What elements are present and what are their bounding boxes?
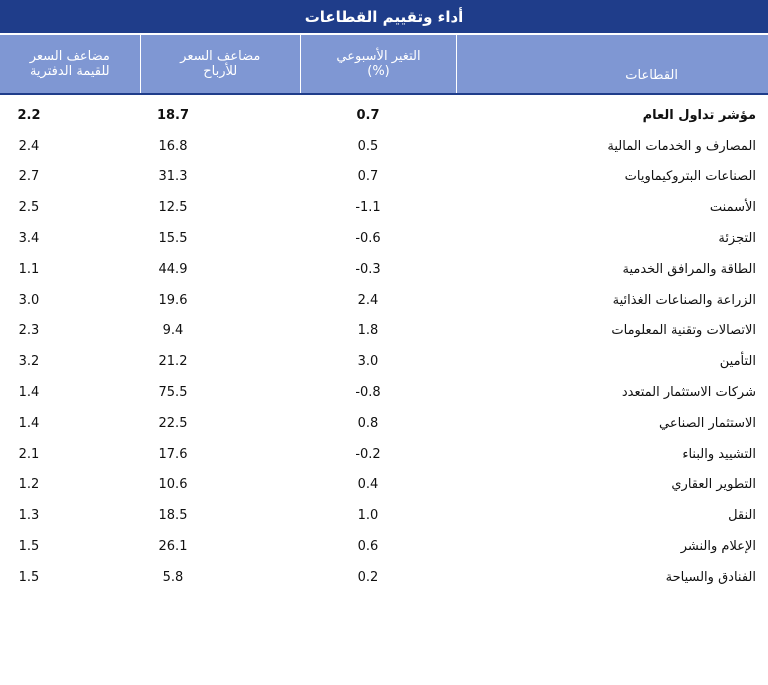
pe-ratio-cell: 10.6	[158, 477, 188, 493]
sector-cell: التطوير العقاري	[671, 477, 756, 493]
header-sector-label: القطاعات	[625, 68, 678, 83]
table-row: الإعلام والنشر 0.6 26.1 1.5	[0, 531, 768, 562]
weekly-change-cell: 0.2	[357, 569, 379, 585]
table-row: الاستثمار الصناعي 0.8 22.5 1.4	[0, 408, 768, 439]
weekly-change-cell: 1.8	[357, 323, 379, 339]
pe-ratio-cell: 18.7	[156, 107, 190, 123]
sector-cell: التشييد والبناء	[682, 446, 756, 462]
pb-ratio-cell: 2.5	[18, 200, 40, 216]
pb-ratio-cell: 2.4	[18, 138, 40, 154]
pb-ratio-cell: 1.4	[18, 385, 40, 401]
header-pe-ratio: مضاعف السعر للأرباح	[139, 35, 300, 93]
table-header-row: القطاعات التغير الأسبوعي (%) مضاعف السعر…	[0, 35, 768, 95]
header-weekly-line2: (%)	[367, 64, 390, 79]
pb-ratio-cell: 1.5	[18, 569, 40, 585]
sector-cell: المصارف و الخدمات المالية	[607, 138, 756, 154]
pe-ratio-cell: 12.5	[158, 200, 188, 216]
pe-ratio-cell: 15.5	[158, 231, 188, 247]
weekly-change-cell: 0.6	[357, 539, 379, 555]
pb-ratio-cell: 1.5	[18, 539, 40, 555]
pb-ratio-cell: 1.2	[18, 477, 40, 493]
sector-cell: النقل	[728, 508, 756, 524]
weekly-change-cell: 0.7	[356, 107, 380, 123]
table-title: أداء وتقييم القطاعات	[0, 0, 768, 35]
sector-cell: مؤشر تداول العام	[642, 107, 756, 123]
header-pe-line2: للأرباح	[203, 64, 238, 79]
sector-cell: شركات الاستثمار المتعدد	[621, 385, 756, 401]
sector-cell: الاتصالات وتقنية المعلومات	[611, 323, 756, 339]
header-weekly-change: التغير الأسبوعي (%)	[299, 35, 456, 93]
weekly-change-cell: 0.7	[357, 169, 379, 185]
table-row: النقل 1.0 18.5 1.3	[0, 500, 768, 531]
sector-cell: التأمين	[719, 354, 756, 370]
table-row: الزراعة والصناعات الغذائية 2.4 19.6 3.0	[0, 285, 768, 316]
pb-ratio-cell: 2.1	[18, 446, 40, 462]
table-row: الفنادق والسياحة 0.2 5.8 1.5	[0, 562, 768, 593]
weekly-change-cell: 2.4	[357, 292, 379, 308]
weekly-change-cell: -0.8	[355, 385, 381, 401]
table-row: التشييد والبناء -0.2 17.6 2.1	[0, 439, 768, 470]
sector-cell: الطاقة والمرافق الخدمية	[622, 261, 757, 277]
sector-cell: الزراعة والصناعات الغذائية	[612, 292, 756, 308]
table-row: الاتصالات وتقنية المعلومات 1.8 9.4 2.3	[0, 316, 768, 347]
header-pb-ratio: مضاعف السعر للقيمة الدفترية	[0, 35, 140, 93]
weekly-change-cell: 3.0	[357, 354, 379, 370]
pb-ratio-cell: 3.2	[18, 354, 40, 370]
weekly-change-cell: -0.6	[355, 231, 381, 247]
pb-ratio-cell: 1.1	[18, 261, 40, 277]
weekly-change-cell: -1.1	[355, 200, 381, 216]
pe-ratio-cell: 31.3	[158, 169, 188, 185]
pe-ratio-cell: 18.5	[158, 508, 188, 524]
pb-ratio-cell: 3.0	[18, 292, 40, 308]
weekly-change-cell: 0.5	[357, 138, 379, 154]
table-row: المصارف و الخدمات المالية 0.5 16.8 2.4	[0, 131, 768, 162]
sector-cell: الإعلام والنشر	[680, 539, 756, 555]
table-body: مؤشر تداول العام 0.7 18.7 2.2 المصارف و الخد…	[0, 100, 768, 593]
pb-ratio-cell: 2.3	[18, 323, 40, 339]
table-row: الأسمنت -1.1 12.5 2.5	[0, 192, 768, 223]
sector-cell: الاستثمار الصناعي	[659, 415, 756, 431]
pb-ratio-cell: 1.4	[18, 415, 40, 431]
pb-ratio-cell: 2.7	[18, 169, 40, 185]
weekly-change-cell: 1.0	[357, 508, 379, 524]
weekly-change-cell: -0.2	[355, 446, 381, 462]
table-row: مؤشر تداول العام 0.7 18.7 2.2	[0, 100, 768, 131]
pb-ratio-cell: 1.3	[18, 508, 40, 524]
pb-ratio-cell: 2.2	[17, 107, 41, 123]
pe-ratio-cell: 44.9	[158, 261, 188, 277]
sector-cell: الصناعات البتروكيماويات	[624, 169, 756, 185]
header-pb-line1: مضاعف السعر	[29, 49, 110, 64]
pe-ratio-cell: 21.2	[158, 354, 188, 370]
weekly-change-cell: 0.4	[357, 477, 379, 493]
header-pb-line2: للقيمة الدفترية	[29, 64, 110, 79]
weekly-change-cell: 0.8	[357, 415, 379, 431]
sector-cell: التجزئة	[718, 231, 756, 247]
header-weekly-line1: التغير الأسبوعي	[336, 49, 421, 64]
pe-ratio-cell: 26.1	[158, 539, 188, 555]
pe-ratio-cell: 75.5	[158, 385, 188, 401]
table-row: الطاقة والمرافق الخدمية -0.3 44.9 1.1	[0, 254, 768, 285]
table-row: الصناعات البتروكيماويات 0.7 31.3 2.7	[0, 162, 768, 193]
pb-ratio-cell: 3.4	[18, 231, 40, 247]
weekly-change-cell: -0.3	[355, 261, 381, 277]
pe-ratio-cell: 5.8	[162, 569, 184, 585]
pe-ratio-cell: 9.4	[162, 323, 184, 339]
pe-ratio-cell: 17.6	[158, 446, 188, 462]
table-row: التجزئة -0.6 15.5 3.4	[0, 223, 768, 254]
sector-cell: الفنادق والسياحة	[665, 569, 756, 585]
pe-ratio-cell: 22.5	[158, 415, 188, 431]
sector-cell: الأسمنت	[709, 200, 756, 216]
table-row: شركات الاستثمار المتعدد -0.8 75.5 1.4	[0, 377, 768, 408]
pe-ratio-cell: 19.6	[158, 292, 188, 308]
table-row: التطوير العقاري 0.4 10.6 1.2	[0, 470, 768, 501]
header-sector: القطاعات	[456, 35, 768, 93]
pe-ratio-cell: 16.8	[158, 138, 188, 154]
header-pe-line1: مضاعف السعر	[180, 49, 261, 64]
table-row: التأمين 3.0 21.2 3.2	[0, 346, 768, 377]
